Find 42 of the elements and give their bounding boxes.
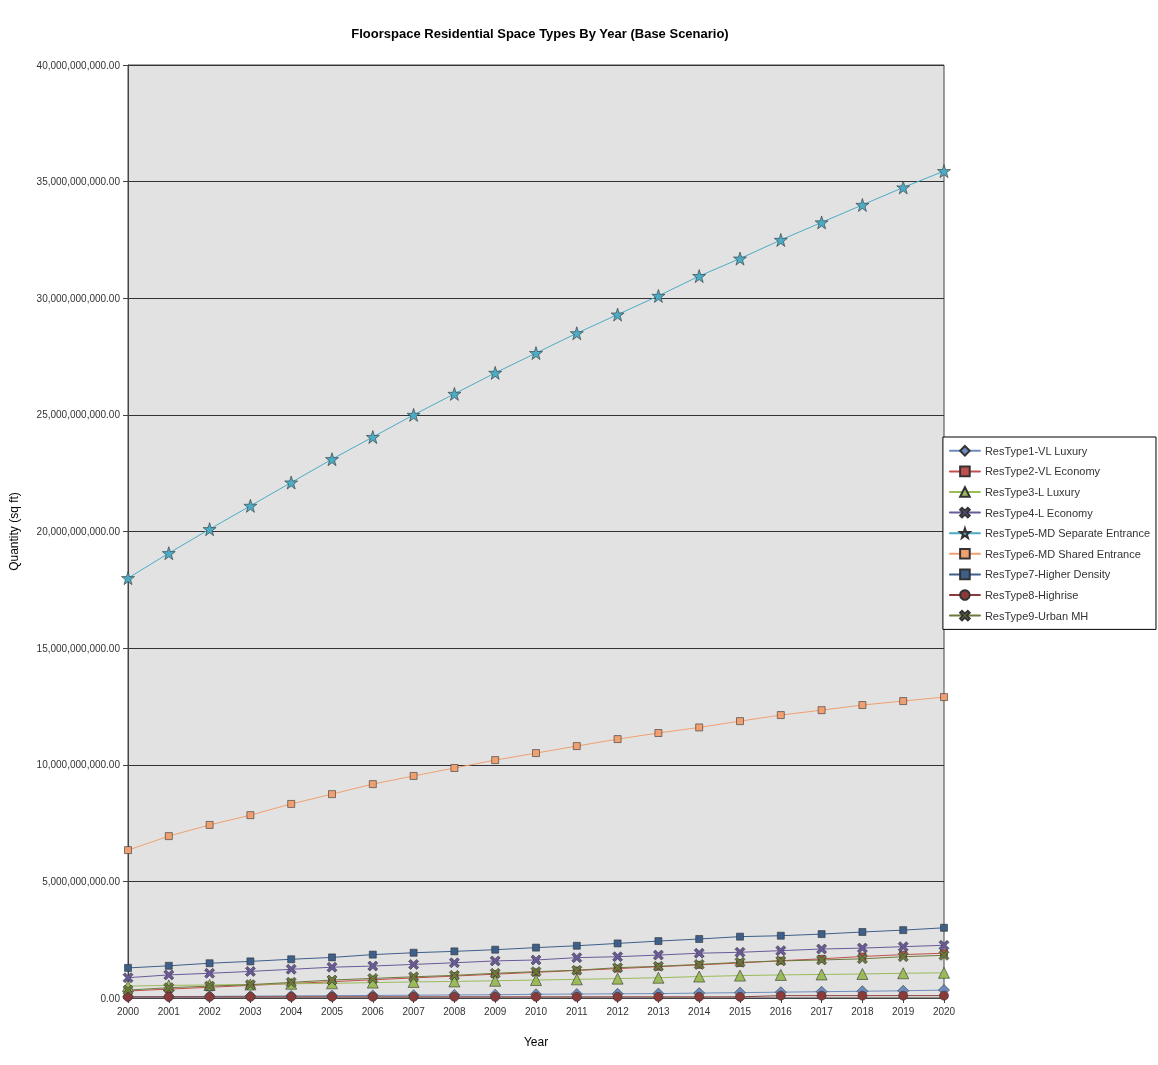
legend-label: ResType2-VL Economy [984, 465, 1101, 478]
y-tick-label: 35,000,000,000.00 [36, 176, 121, 188]
y-tick-label: 0.00 [100, 992, 121, 1004]
y-tick-label: 15,000,000,000.00 [36, 642, 121, 654]
legend-label: ResType5-MD Separate Entrance [984, 527, 1151, 540]
x-axis-title: Year [523, 1035, 549, 1049]
y-tick-label: 20,000,000,000.00 [36, 526, 121, 537]
x-tick-label: 2008 [443, 1005, 466, 1017]
x-tick-label: 2020 [932, 1005, 956, 1017]
x-tick-label: 2000 [116, 1005, 140, 1017]
x-tick-label: 2015 [728, 1005, 752, 1017]
x-tick-label: 2018 [851, 1005, 874, 1017]
legend-label: ResType1-VL Luxury [984, 444, 1088, 457]
x-tick-label: 2004 [280, 1005, 303, 1017]
x-tick-label: 2016 [769, 1005, 793, 1017]
y-axis-title: Quantity (sq ft) [7, 492, 21, 571]
legend-label: ResType8-Highrise [984, 589, 1079, 601]
legend-label: ResType9-Urban MH [984, 609, 1089, 622]
x-tick-label: 2001 [157, 1005, 181, 1017]
y-tick-label: 10,000,000,000.00 [36, 759, 121, 771]
x-tick-label: 2013 [647, 1005, 670, 1017]
x-tick-label: 2011 [566, 1005, 588, 1017]
legend-label: ResType7-Higher Density [984, 568, 1111, 581]
y-tick-label: 5,000,000,000.00 [42, 875, 121, 887]
legend-label: ResType4-L Economy [984, 506, 1094, 519]
x-tick-label: 2017 [810, 1005, 834, 1017]
y-tick-label: 40,000,000,000.00 [36, 59, 121, 71]
x-tick-label: 2003 [239, 1005, 262, 1017]
x-tick-label: 2005 [320, 1005, 344, 1017]
y-tick-label: 25,000,000,000.00 [36, 409, 121, 421]
x-tick-label: 2002 [198, 1005, 222, 1017]
x-tick-label: 2007 [402, 1005, 426, 1017]
legend-label: ResType6-MD Shared Entrance [984, 547, 1141, 560]
x-tick-label: 2009 [484, 1005, 507, 1017]
x-tick-label: 2012 [606, 1005, 630, 1017]
legend-label: ResType3-L Luxury [984, 486, 1081, 498]
x-tick-label: 2010 [524, 1005, 548, 1017]
y-tick-label: 30,000,000,000.00 [36, 292, 121, 304]
chart-title: Floorspace Residential Space Types By Year (Base Scenario) [351, 26, 729, 41]
x-tick-label: 2019 [892, 1005, 915, 1017]
x-tick-label: 2006 [361, 1005, 385, 1017]
x-tick-label: 2014 [688, 1005, 711, 1017]
